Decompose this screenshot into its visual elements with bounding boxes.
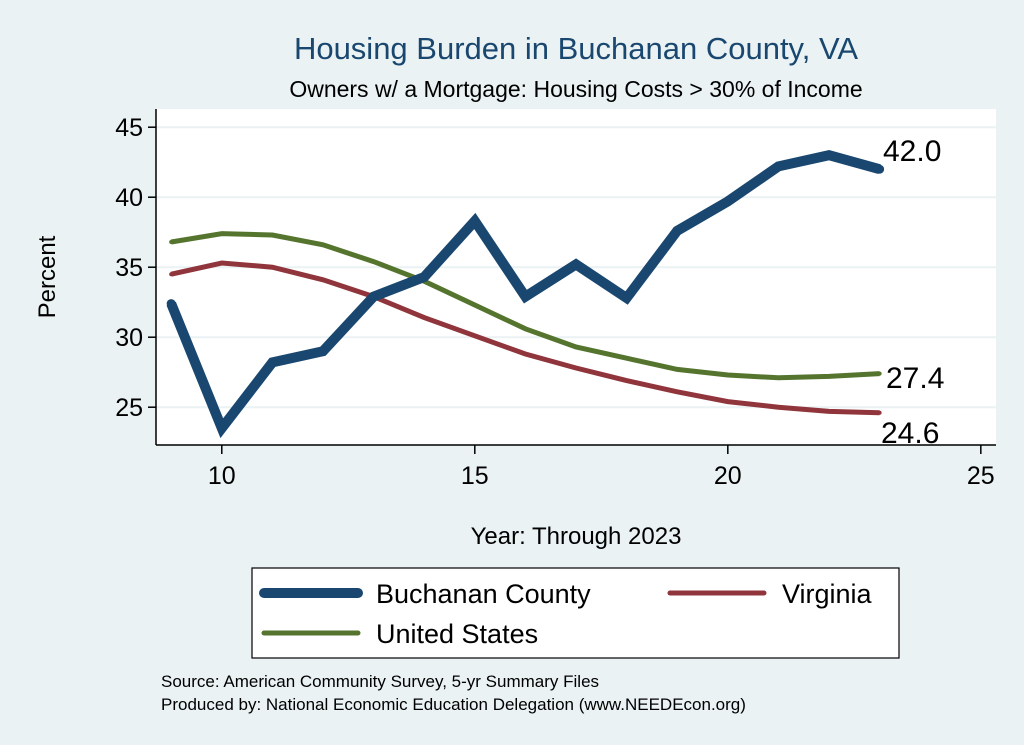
data-point-buchanan xyxy=(470,216,480,226)
y-axis-ticks: 25 30 35 40 45 xyxy=(115,114,156,422)
legend-label-virginia: Virginia xyxy=(782,579,873,609)
data-point-virginia xyxy=(169,272,174,277)
data-point-virginia xyxy=(422,315,427,320)
x-tick-label-20: 20 xyxy=(714,462,742,490)
data-point-buchanan xyxy=(875,164,885,174)
y-tick-label-25: 25 xyxy=(115,394,143,422)
data-point-united-states xyxy=(877,371,882,376)
x-tick-label-10: 10 xyxy=(208,462,236,490)
data-point-virginia xyxy=(725,399,730,404)
data-point-buchanan xyxy=(166,299,176,309)
data-point-buchanan xyxy=(369,292,379,302)
data-point-united-states xyxy=(523,326,528,331)
legend-box xyxy=(251,567,900,659)
data-point-buchanan xyxy=(571,259,581,269)
source-note: Source: American Community Survey, 5-yr … xyxy=(161,672,599,691)
data-point-buchanan xyxy=(723,196,733,206)
data-point-virginia xyxy=(877,410,882,415)
data-point-virginia xyxy=(219,261,224,265)
data-point-united-states xyxy=(624,356,629,361)
data-point-united-states xyxy=(776,375,781,380)
data-point-virginia xyxy=(320,277,325,282)
data-point-virginia xyxy=(472,333,477,338)
data-point-virginia xyxy=(675,389,680,394)
data-point-united-states xyxy=(675,367,680,372)
x-axis-ticks: 10 15 20 25 xyxy=(208,445,995,490)
data-point-united-states xyxy=(827,374,832,379)
data-point-buchanan xyxy=(672,226,682,236)
y-tick-label-40: 40 xyxy=(115,184,143,212)
data-point-united-states xyxy=(371,259,376,264)
legend-label-buchanan: Buchanan County xyxy=(376,579,591,609)
data-point-united-states xyxy=(574,345,578,349)
data-point-virginia xyxy=(624,378,629,383)
data-point-united-states xyxy=(725,373,730,377)
y-axis-title: Percent xyxy=(34,235,61,318)
data-point-virginia xyxy=(827,409,832,414)
end-label-virginia: 24.6 xyxy=(881,417,939,450)
end-label-buchanan: 42.0 xyxy=(883,135,941,168)
data-point-buchanan xyxy=(267,357,277,367)
x-tick-label-25: 25 xyxy=(967,462,995,490)
data-point-united-states xyxy=(270,233,275,237)
data-point-buchanan xyxy=(520,292,530,302)
data-point-united-states xyxy=(320,242,325,247)
legend-label-united-states: United States xyxy=(376,619,538,649)
data-point-buchanan xyxy=(217,423,227,433)
x-tick-label-15: 15 xyxy=(461,462,489,490)
x-axis-title: Year: Through 2023 xyxy=(471,523,682,550)
data-point-buchanan xyxy=(419,272,429,282)
series-group xyxy=(166,150,885,439)
data-point-buchanan xyxy=(622,293,632,303)
plot-area xyxy=(156,109,996,445)
data-point-buchanan xyxy=(318,346,328,356)
end-label-united-states: 27.4 xyxy=(886,362,944,395)
data-point-virginia xyxy=(574,366,578,370)
data-point-buchanan xyxy=(824,150,834,160)
y-tick-label-30: 30 xyxy=(115,324,143,352)
data-point-united-states xyxy=(169,240,174,244)
data-point-united-states xyxy=(472,303,477,307)
data-point-buchanan xyxy=(773,161,783,171)
data-point-virginia xyxy=(776,405,781,410)
data-point-virginia xyxy=(270,265,275,270)
chart-title: Housing Burden in Buchanan County, VA xyxy=(294,31,858,66)
data-point-united-states xyxy=(219,231,224,236)
y-tick-label-45: 45 xyxy=(115,114,143,142)
data-point-virginia xyxy=(523,352,528,356)
producer-note: Produced by: National Economic Education… xyxy=(161,695,746,714)
chart-subtitle: Owners w/ a Mortgage: Housing Costs > 30… xyxy=(289,76,862,102)
y-tick-label-35: 35 xyxy=(115,254,143,282)
